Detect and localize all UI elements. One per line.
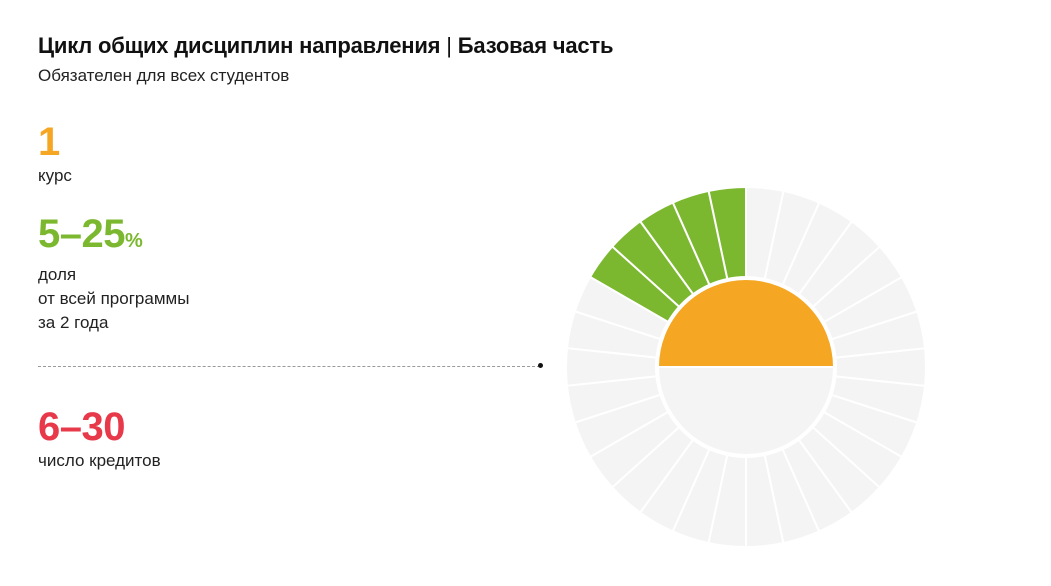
segment-empty [745,185,785,281]
page-subtitle: Обязателен для всех студентов [38,66,290,85]
title-separator: | [446,33,452,58]
divider-dot [538,363,543,368]
inner-half-filled [656,278,836,368]
stat-course: 1 курс [38,122,72,188]
divider-line [38,366,540,367]
share-caption: доля от всей программы за 2 года [38,265,190,332]
credits-caption: число кредитов [38,451,161,470]
inner-half-empty [656,366,836,456]
share-unit: % [124,230,143,252]
segment-wheel [565,185,927,549]
course-value: 1 [38,120,60,164]
stat-credits: 6–30 число кредитов [38,407,161,473]
title-main: Цикл общих дисциплин направления [38,33,441,58]
credits-value: 6–30 [38,405,125,449]
page-title: Цикл общих дисциплин направления | Базовая… [38,33,614,59]
stat-share: 5–25% доля от всей программы за 2 года [38,214,189,335]
share-value: 5–25 [38,212,125,256]
title-section: Базовая часть [457,33,614,58]
course-caption: курс [38,166,72,185]
share-value-wrap: 5–25% [38,214,189,261]
